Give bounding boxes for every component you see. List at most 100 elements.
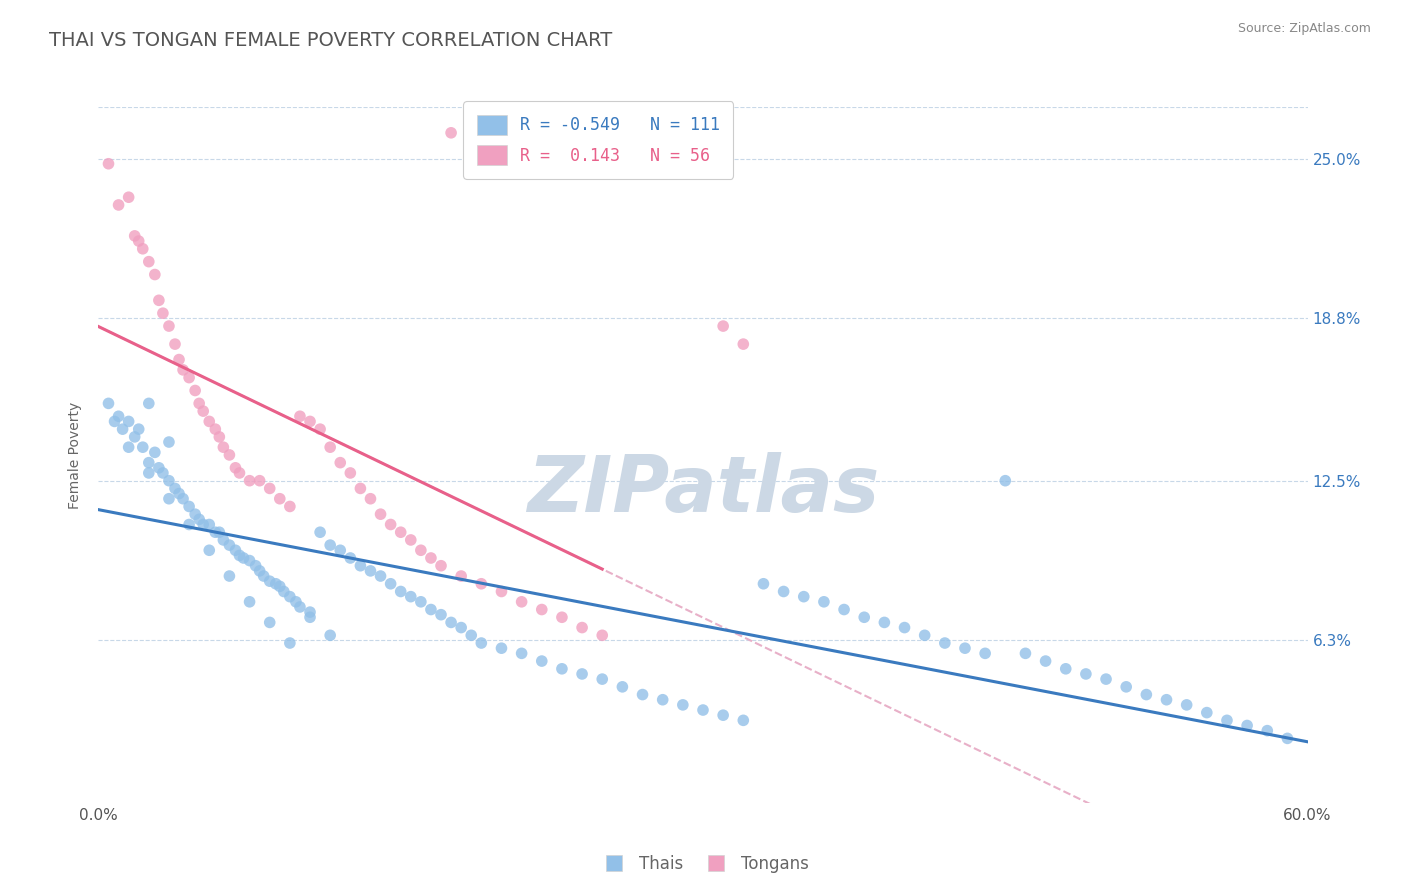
Point	[733, 714, 755, 728]
Point	[711, 319, 734, 334]
Point	[204, 422, 226, 436]
Point	[329, 456, 352, 470]
Point	[128, 422, 150, 436]
Point	[157, 491, 180, 506]
Point	[198, 517, 221, 532]
Point	[278, 636, 301, 650]
Point	[733, 337, 755, 351]
Point	[232, 551, 254, 566]
Point	[245, 558, 267, 573]
Point	[152, 306, 174, 320]
Point	[440, 126, 463, 140]
Point	[420, 602, 443, 616]
Point	[380, 517, 402, 532]
Point	[1175, 698, 1198, 712]
Point	[103, 414, 125, 428]
Point	[399, 590, 422, 604]
Point	[530, 602, 553, 616]
Point	[204, 525, 226, 540]
Point	[249, 564, 271, 578]
Point	[163, 482, 186, 496]
Point	[124, 430, 146, 444]
Point	[631, 688, 654, 702]
Point	[813, 595, 835, 609]
Point	[188, 512, 211, 526]
Point	[752, 576, 775, 591]
Point	[591, 672, 613, 686]
Point	[934, 636, 956, 650]
Point	[288, 599, 311, 614]
Point	[228, 549, 250, 563]
Point	[360, 564, 382, 578]
Point	[138, 254, 160, 268]
Point	[269, 579, 291, 593]
Text: ZIPatlas: ZIPatlas	[527, 451, 879, 528]
Point	[349, 482, 371, 496]
Point	[571, 667, 593, 681]
Point	[551, 662, 574, 676]
Point	[143, 445, 166, 459]
Point	[184, 384, 207, 398]
Point	[974, 646, 997, 660]
Point	[319, 538, 342, 552]
Point	[1277, 731, 1299, 746]
Point	[239, 474, 262, 488]
Point	[132, 242, 155, 256]
Point	[409, 595, 432, 609]
Point	[1014, 646, 1036, 660]
Point	[389, 525, 412, 540]
Point	[370, 569, 392, 583]
Point	[399, 533, 422, 547]
Point	[853, 610, 876, 624]
Point	[208, 525, 231, 540]
Point	[873, 615, 896, 630]
Point	[118, 190, 141, 204]
Point	[430, 607, 453, 622]
Point	[793, 590, 815, 604]
Point	[530, 654, 553, 668]
Point	[143, 268, 166, 282]
Point	[128, 234, 150, 248]
Point	[450, 621, 472, 635]
Point	[299, 605, 322, 619]
Point	[138, 456, 160, 470]
Point	[470, 636, 492, 650]
Point	[172, 491, 194, 506]
Point	[198, 414, 221, 428]
Point	[284, 595, 307, 609]
Point	[1135, 688, 1157, 702]
Point	[172, 363, 194, 377]
Point	[380, 576, 402, 591]
Point	[198, 543, 221, 558]
Point	[212, 533, 235, 547]
Point	[193, 404, 215, 418]
Point	[339, 551, 361, 566]
Point	[370, 507, 392, 521]
Point	[692, 703, 714, 717]
Point	[612, 680, 634, 694]
Point	[148, 293, 170, 308]
Point	[138, 466, 160, 480]
Point	[772, 584, 794, 599]
Point	[259, 615, 281, 630]
Point	[228, 466, 250, 480]
Point	[1156, 692, 1178, 706]
Point	[1095, 672, 1118, 686]
Point	[430, 558, 453, 573]
Point	[224, 543, 246, 558]
Point	[107, 409, 129, 424]
Point	[152, 466, 174, 480]
Point	[218, 448, 240, 462]
Point	[994, 474, 1017, 488]
Point	[249, 474, 271, 488]
Point	[157, 319, 180, 334]
Text: THAI VS TONGAN FEMALE POVERTY CORRELATION CHART: THAI VS TONGAN FEMALE POVERTY CORRELATIO…	[49, 31, 613, 50]
Point	[118, 414, 141, 428]
Point	[893, 621, 915, 635]
Point	[269, 491, 291, 506]
Point	[167, 352, 190, 367]
Point	[259, 482, 281, 496]
Point	[309, 525, 332, 540]
Point	[124, 228, 146, 243]
Point	[138, 396, 160, 410]
